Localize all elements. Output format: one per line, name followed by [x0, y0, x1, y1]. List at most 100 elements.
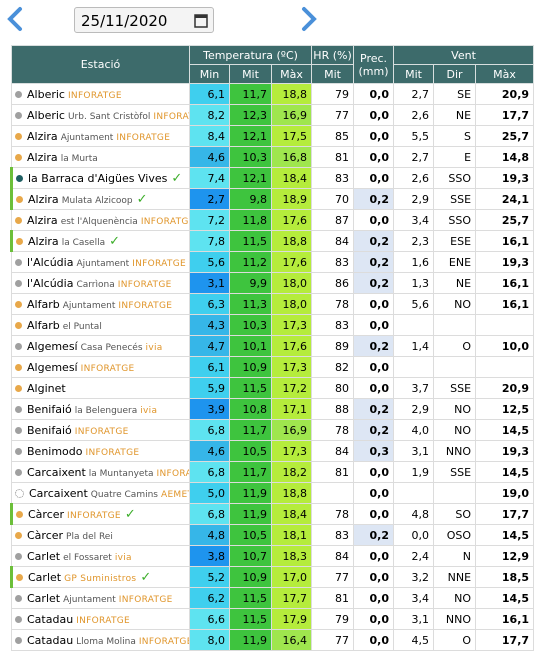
- station-cell: Catadau INFORATGE: [11, 608, 190, 630]
- status-dot: [15, 469, 22, 476]
- value-cell: 11,5: [229, 608, 272, 630]
- value-cell: 10,5: [229, 524, 272, 546]
- value-cell: 19,0: [475, 482, 535, 504]
- status-dot: [15, 217, 22, 224]
- value-cell: 5,2: [189, 566, 230, 588]
- value-cell: 11,7: [229, 419, 272, 441]
- status-dot: [15, 532, 22, 539]
- value-cell: 17,7: [475, 503, 535, 525]
- value-cell: 81: [311, 587, 355, 609]
- value-cell: 12,1: [229, 167, 272, 189]
- prev-day[interactable]: [4, 6, 26, 32]
- station-cell: Benifaió la Belenguera ivia: [11, 398, 190, 420]
- network-tag: INFORATGE: [80, 363, 135, 374]
- network-tag: INFORATGE: [67, 510, 121, 521]
- value-cell: [433, 482, 477, 504]
- status-dot: [15, 322, 22, 329]
- station-sub: la Murta: [60, 153, 98, 164]
- value-cell: NO: [433, 587, 477, 609]
- network-tag: INFORATGE: [132, 258, 186, 269]
- value-cell: 0,0: [353, 377, 395, 399]
- value-cell: 0,2: [353, 251, 395, 273]
- value-cell: 14,5: [475, 587, 535, 609]
- value-cell: 0,0: [353, 167, 395, 189]
- station-name: Algemesí: [27, 339, 78, 353]
- value-cell: 89: [311, 335, 355, 357]
- value-cell: 79: [311, 83, 355, 105]
- value-cell: 8,4: [189, 125, 230, 147]
- next-day[interactable]: [298, 6, 320, 32]
- network-tag: INFORATGE: [74, 426, 129, 437]
- check-icon: ✓: [136, 191, 148, 207]
- value-cell: [475, 314, 535, 336]
- status-dot: [15, 385, 22, 392]
- value-cell: 80: [311, 377, 355, 399]
- value-cell: 4,6: [189, 440, 230, 462]
- value-cell: 17,0: [270, 566, 313, 588]
- value-cell: NO: [433, 293, 477, 315]
- station-name: Benifaió: [27, 423, 72, 437]
- value-cell: 2,9: [393, 188, 435, 210]
- calendar-icon[interactable]: [194, 13, 208, 28]
- station-name: Benifaió: [27, 402, 72, 416]
- station-cell: Càrcer Pla del Rei: [11, 524, 190, 546]
- value-cell: 83: [311, 524, 355, 546]
- value-cell: 1,9: [393, 461, 435, 483]
- date-picker[interactable]: 25/11/2020: [74, 7, 214, 33]
- value-cell: 16,4: [270, 629, 313, 651]
- value-cell: 81: [311, 146, 355, 168]
- station-row: Alzira la Casella ✓ 7,8 11,5 18,8 84 0,2 2,3 ESE 1…: [10, 230, 535, 252]
- station-name: Carcaixent: [29, 486, 88, 500]
- station-cell: Alzira Mulata Alzicoop ✓: [10, 188, 190, 210]
- sub-header: Min: [189, 64, 230, 84]
- value-cell: 10,9: [229, 356, 272, 378]
- station-sub: Quatre Camins: [90, 489, 158, 500]
- station-cell: Benifaió INFORATGE: [11, 419, 190, 441]
- value-cell: NO: [433, 398, 477, 420]
- station-row: Benifaió INFORATGE 6,8 11,7 16,9 78 0,2 4,0 NO 14…: [11, 419, 535, 441]
- network-tag: INFORATGE: [67, 90, 122, 101]
- station-row: Algemesí INFORATGE 6,1 10,9 17,3 82 0,0: [11, 356, 535, 378]
- station-name: Alzira: [28, 192, 59, 206]
- station-row: Alzira Ajuntament INFORATGE 8,4 12,1 17,5 85 0,…: [11, 125, 535, 147]
- station-sub: Mulata Alzicoop: [61, 195, 133, 206]
- value-cell: ENE: [433, 251, 477, 273]
- value-cell: 18,4: [270, 167, 313, 189]
- value-cell: 4,7: [189, 335, 230, 357]
- value-cell: 3,4: [393, 209, 435, 231]
- station-row: Catadau Lloma Molina INFORATGE 8,0 11,9 16,4 7…: [11, 629, 535, 651]
- value-cell: 19,3: [475, 167, 535, 189]
- value-cell: 10,9: [229, 566, 272, 588]
- value-cell: 10,0: [475, 335, 535, 357]
- value-cell: 10,5: [229, 440, 272, 462]
- status-dot: [15, 301, 22, 308]
- station-cell: Alzira Ajuntament INFORATGE: [11, 125, 190, 147]
- value-cell: 17,3: [270, 314, 313, 336]
- value-cell: 11,7: [229, 461, 272, 483]
- value-cell: 17,7: [475, 629, 535, 651]
- station-row: Alfarb Ajuntament INFORATGE 6,3 11,3 18,0 78 0,…: [11, 293, 535, 315]
- value-cell: 16,1: [475, 293, 535, 315]
- station-cell: Carlet Ajuntament INFORATGE: [11, 587, 190, 609]
- value-cell: 0,0: [353, 608, 395, 630]
- value-cell: 0,0: [353, 356, 395, 378]
- status-dot: [15, 154, 22, 161]
- value-cell: 14,5: [475, 524, 535, 546]
- value-cell: 77: [311, 104, 355, 126]
- value-cell: NNO: [433, 608, 477, 630]
- value-cell: 4,3: [189, 314, 230, 336]
- value-cell: 3,2: [393, 566, 435, 588]
- value-cell: 25,7: [475, 209, 535, 231]
- value-cell: 83: [311, 314, 355, 336]
- station-name: Algemesí: [27, 360, 78, 374]
- station-row: Benimodo INFORATGE 4,6 10,5 17,3 84 0,3 3,1 NNO 1…: [11, 440, 535, 462]
- value-cell: 18,0: [270, 293, 313, 315]
- station-sub: Ajuntament: [76, 258, 130, 269]
- value-cell: 77: [311, 629, 355, 651]
- station-cell: Algemesí INFORATGE: [11, 356, 190, 378]
- station-name: Alzira: [27, 213, 58, 227]
- value-cell: [393, 314, 435, 336]
